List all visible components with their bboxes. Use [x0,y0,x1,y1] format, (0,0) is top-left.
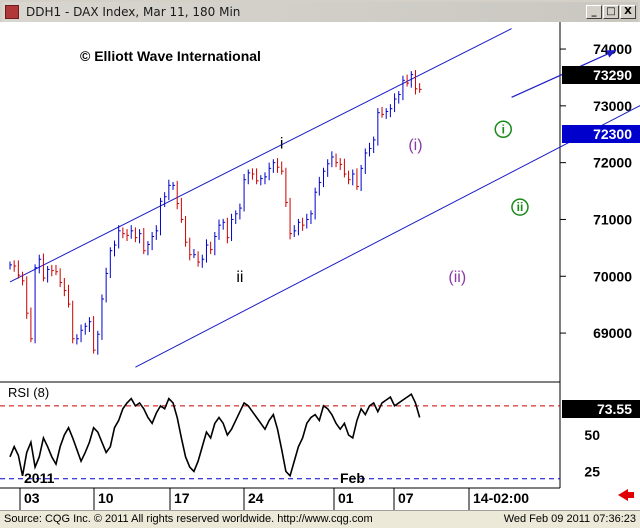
maximize-button[interactable]: □ [603,5,619,19]
year-label: 2011 [24,470,55,486]
month-label: Feb [340,470,365,486]
rsi-value-bg [562,400,640,418]
close-button[interactable]: X [620,5,636,19]
status-bar: Source: CQG Inc. © 2011 All rights reser… [0,510,640,528]
wave-label-circle [511,198,529,216]
price-bars [9,70,422,355]
price-tick-label: 69000 [593,325,632,341]
channel-lower-line [135,105,640,368]
rsi-value: 73.55 [597,401,632,417]
price-tick-label: 70000 [593,268,632,284]
status-datetime: Wed Feb 09 2011 07:36:23 [503,513,636,525]
wave-label: ii [236,269,243,286]
date-axis-panel [0,488,640,510]
marker-price-value: 72300 [593,126,632,142]
status-source: Source: CQG Inc. © 2011 All rights reser… [4,513,373,525]
price-tick-label: 74000 [593,41,632,57]
date-tick-label: 14-02:00 [473,490,529,506]
wave-label: ii [517,200,524,214]
rsi-value-box: 73.55 [562,400,640,418]
wave-label: (i) [408,137,422,154]
price-tick-label: 72000 [593,155,632,171]
wave-labels: iii(i)(ii)iii [236,120,529,286]
wave-label: i [280,135,284,152]
minimize-button[interactable]: _ [586,5,602,19]
price-tick-label: 73000 [593,98,632,114]
wave-label-circle [494,120,512,139]
marker-price-box: 72300 [562,125,640,143]
date-tick-label: 07 [398,490,414,506]
date-tick-label: 17 [174,490,190,506]
scroll-left-arrow-icon[interactable] [618,489,634,501]
window-title: DDH1 - DAX Index, Mar 11, 180 Min [26,5,241,19]
app-icon [5,5,19,19]
date-axis-ticks: 03 10 17 24 01 07 14-02:00 [19,488,529,510]
price-tick-label: 71000 [593,211,632,227]
last-price-value: 73290 [593,67,632,83]
trend-arrow-head [606,50,617,58]
chart-background [0,22,640,510]
chart-title: © Elliott Wave International [80,48,261,64]
title-bar: DDH1 - DAX Index, Mar 11, 180 Min _ □ X [2,2,638,22]
rsi-line [9,393,421,478]
rsi-label: RSI (8) [8,385,49,400]
rsi-tick-label: 50 [584,427,600,443]
last-price-box: 73290 [562,66,640,84]
date-tick-label: 10 [98,490,114,506]
channel-upper-line [9,28,512,283]
price-axis-panel [560,22,640,488]
last-price-bg [562,66,640,84]
wave-label: i [502,122,505,136]
marker-price-bg [562,125,640,143]
date-tick-label: 24 [248,490,264,506]
rsi-indicator: 25 50 [0,393,600,479]
date-tick-label: 01 [338,490,354,506]
price-axis-ticks: 69000 70000 71000 72000 73000 74000 [560,41,632,341]
wave-label: (ii) [448,269,466,286]
rsi-tick-label: 25 [584,463,600,479]
date-tick-label: 03 [24,490,40,506]
